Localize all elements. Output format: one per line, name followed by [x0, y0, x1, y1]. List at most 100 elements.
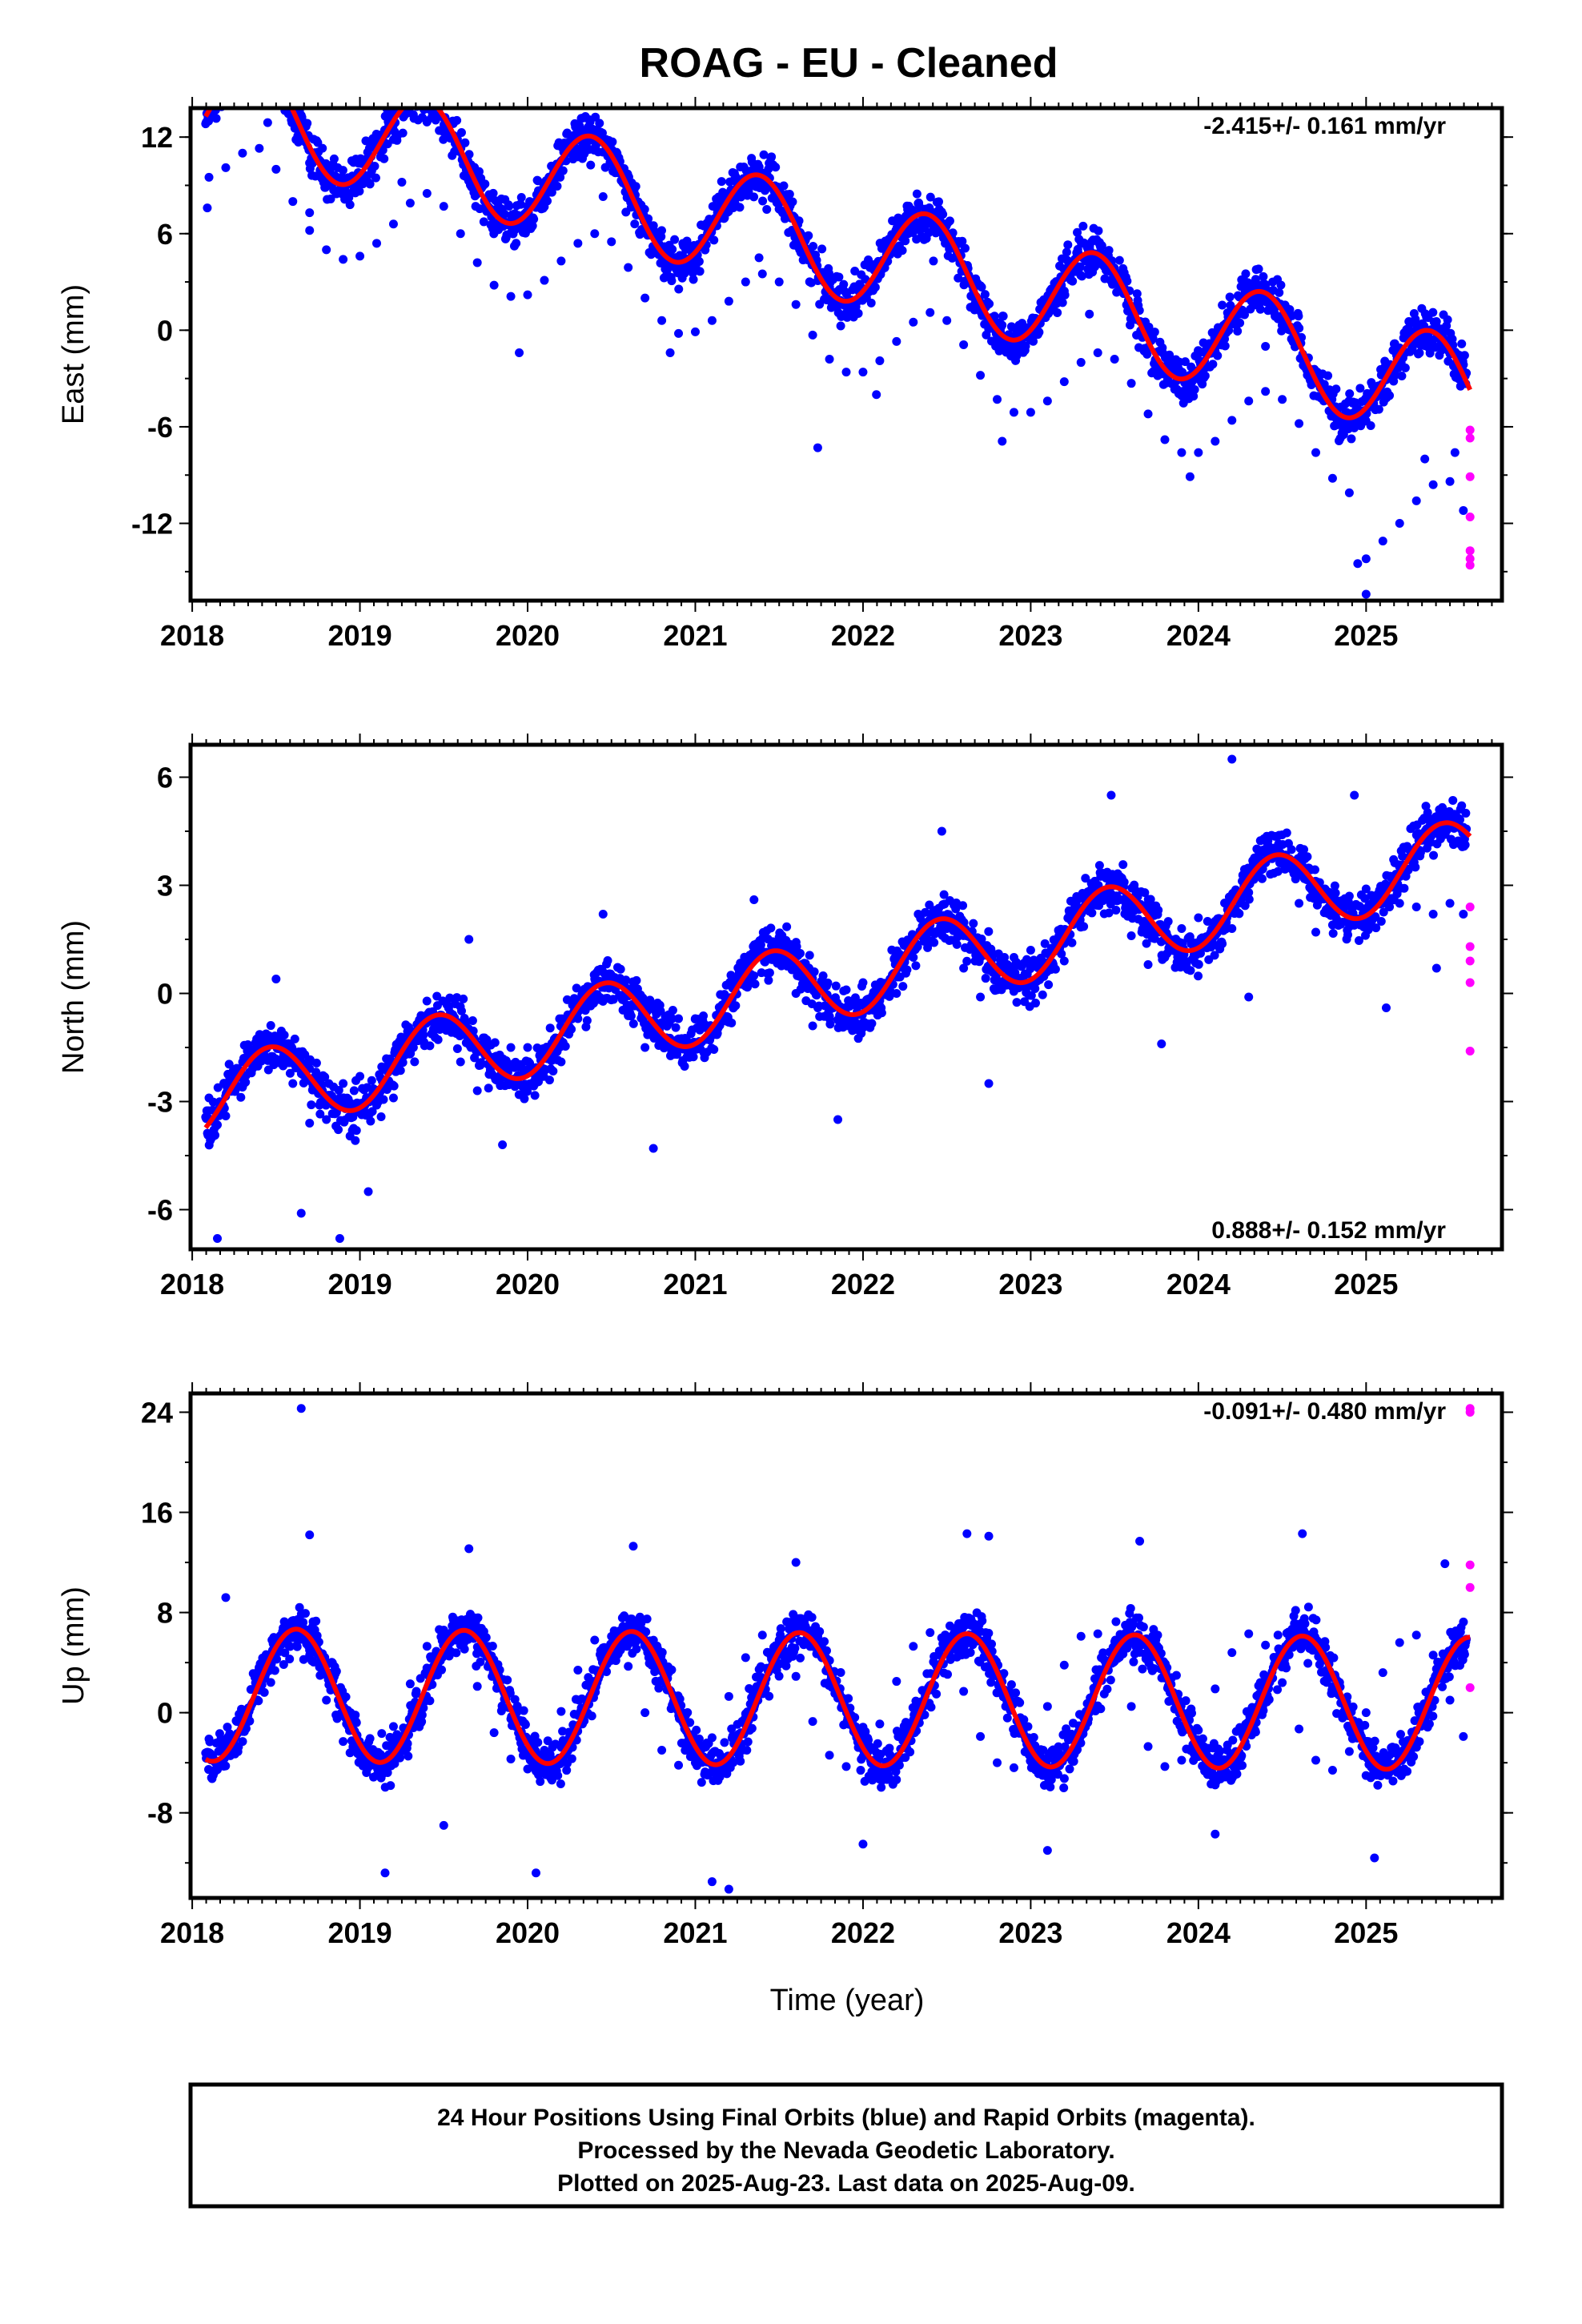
- final-orbit-point: [267, 43, 276, 52]
- final-orbit-point: [833, 1115, 843, 1124]
- final-orbit-point: [1295, 899, 1304, 908]
- final-orbit-point: [404, 86, 413, 95]
- final-orbit-point: [311, 1068, 321, 1077]
- final-orbit-point: [1400, 363, 1410, 372]
- final-orbit-point: [1104, 908, 1114, 918]
- final-orbit-point: [262, 66, 271, 75]
- final-orbit-point: [990, 312, 999, 321]
- x-ticks-east: [191, 97, 1493, 612]
- final-orbit-point: [263, 71, 271, 80]
- final-orbit-point: [1104, 246, 1114, 255]
- final-orbit-point: [246, 78, 255, 86]
- y-axis-label: North (mm): [57, 920, 90, 1074]
- data-layer-east: [201, 38, 1475, 599]
- final-orbit-point: [422, 189, 432, 199]
- final-orbit-point: [1220, 341, 1230, 351]
- final-orbit-point: [841, 985, 851, 995]
- final-orbit-point: [488, 188, 498, 198]
- x-tick-label: 2019: [328, 619, 392, 652]
- final-orbit-point: [985, 299, 994, 308]
- x-tick-label: 2025: [1334, 1268, 1398, 1301]
- final-orbit-point: [707, 316, 717, 325]
- final-orbit-point: [224, 66, 233, 75]
- final-orbit-point: [378, 145, 387, 155]
- final-orbit-point: [243, 60, 251, 69]
- final-orbit-point: [942, 316, 952, 325]
- final-orbit-point: [240, 66, 249, 75]
- final-orbit-point: [1330, 881, 1339, 891]
- rapid-orbit-point: [1465, 433, 1475, 443]
- final-orbit-point: [1425, 348, 1435, 358]
- final-orbit-point: [1391, 370, 1400, 380]
- final-orbit-point: [556, 256, 566, 266]
- final-orbit-point: [1114, 255, 1124, 265]
- final-orbit-point: [665, 348, 675, 357]
- final-orbit-point: [335, 1234, 344, 1243]
- final-orbit-point: [254, 50, 263, 59]
- final-orbit-point: [278, 85, 287, 94]
- final-orbit-point: [444, 96, 453, 105]
- final-orbit-point: [472, 258, 482, 267]
- final-orbit-point: [275, 71, 284, 80]
- final-orbit-point: [825, 1014, 834, 1023]
- final-orbit-point: [1150, 328, 1159, 337]
- final-orbit-point: [229, 56, 238, 65]
- final-orbit-point: [329, 154, 339, 163]
- final-orbit-point: [214, 85, 223, 94]
- final-orbit-point: [379, 1095, 388, 1104]
- final-orbit-point: [215, 79, 224, 88]
- final-orbit-point: [1208, 360, 1218, 369]
- final-orbit-point: [367, 1076, 376, 1085]
- final-orbit-point: [248, 50, 257, 58]
- final-orbit-point: [1251, 275, 1260, 284]
- final-orbit-point: [573, 239, 583, 248]
- final-orbit-point: [251, 38, 259, 47]
- final-orbit-point: [235, 58, 243, 66]
- final-orbit-point: [412, 82, 420, 90]
- final-orbit-point: [277, 86, 286, 95]
- final-orbit-point: [836, 321, 845, 331]
- final-orbit-point: [1411, 903, 1421, 911]
- final-orbit-point: [404, 1023, 414, 1032]
- final-orbit-point: [818, 971, 828, 981]
- final-orbit-point: [433, 92, 442, 101]
- final-orbit-point: [498, 1140, 508, 1149]
- final-orbit-point: [657, 316, 667, 325]
- final-orbit-point: [1058, 298, 1067, 308]
- final-orbit-point: [1353, 559, 1363, 569]
- final-orbit-point: [500, 209, 509, 219]
- final-orbit-point: [731, 1001, 741, 1011]
- y-tick-label: 3: [157, 870, 173, 903]
- final-orbit-point: [1157, 1039, 1166, 1048]
- final-orbit-point: [351, 1126, 361, 1136]
- final-orbit-point: [261, 46, 270, 54]
- final-orbit-point: [757, 269, 767, 279]
- final-orbit-point: [211, 90, 219, 99]
- final-orbit-point: [1073, 227, 1082, 237]
- final-orbit-point: [320, 1072, 330, 1082]
- final-orbit-point: [279, 82, 287, 90]
- final-orbit-point: [608, 137, 617, 147]
- final-orbit-point: [756, 940, 765, 950]
- final-orbit-point: [326, 194, 335, 203]
- final-orbit-point: [1278, 859, 1287, 868]
- final-orbit-point: [1443, 315, 1452, 324]
- final-orbit-point: [388, 1093, 398, 1103]
- final-orbit-point: [243, 1039, 253, 1049]
- final-orbit-point: [1227, 924, 1237, 933]
- final-orbit-point: [598, 192, 608, 202]
- final-orbit-point: [420, 84, 429, 93]
- final-orbit-point: [689, 275, 698, 284]
- final-orbit-point: [271, 164, 281, 174]
- final-orbit-point: [774, 277, 784, 287]
- x-tick-label: 2023: [998, 1268, 1062, 1301]
- final-orbit-point: [976, 992, 986, 1002]
- final-orbit-point: [263, 65, 272, 74]
- final-orbit-point: [285, 1068, 295, 1078]
- final-orbit-point: [1460, 351, 1469, 360]
- final-orbit-point: [269, 80, 278, 89]
- final-orbit-point: [998, 320, 1007, 330]
- final-orbit-point: [1257, 874, 1267, 883]
- final-orbit-point: [523, 290, 532, 300]
- final-orbit-point: [759, 150, 769, 159]
